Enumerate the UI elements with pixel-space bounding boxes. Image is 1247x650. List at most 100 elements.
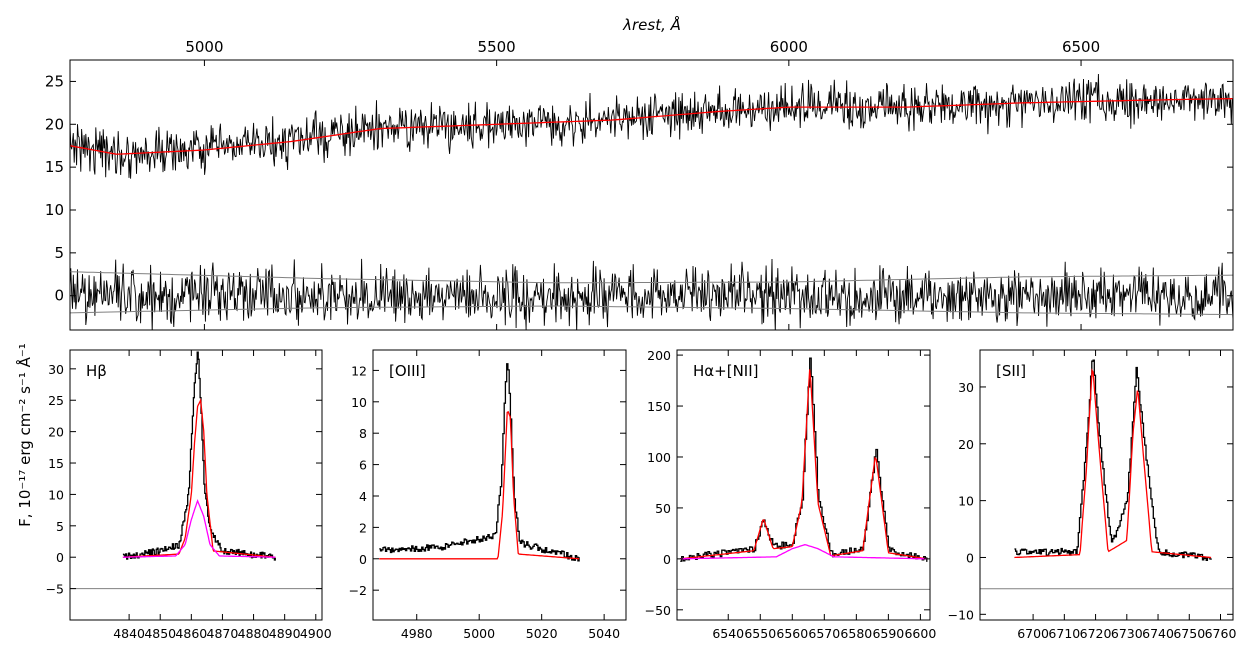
x-tick-label-halpha: 6590 — [872, 626, 904, 641]
y-tick-label-halpha: 0 — [663, 552, 671, 567]
y-tick-label-halpha: 200 — [647, 348, 671, 363]
y-tick-label-sii: 30 — [958, 380, 974, 395]
x-tick-label-oiii: 5040 — [588, 626, 620, 641]
series-full-error-lower — [70, 305, 1233, 316]
x-tick-label-sii: 6760 — [1205, 626, 1237, 641]
x-tick-label-sii: 6740 — [1142, 626, 1174, 641]
y-tick-label-hbeta: 5 — [56, 519, 64, 534]
y-tick-label-hbeta: 30 — [48, 362, 64, 377]
y-tick-label-sii: −10 — [948, 607, 974, 622]
x-tick-label-sii: 6700 — [1017, 626, 1049, 641]
x-tick-label-full: 5500 — [478, 38, 516, 56]
x-tick-label-halpha: 6600 — [904, 626, 936, 641]
y-tick-label-oiii: 10 — [351, 395, 367, 410]
y-tick-label-full: 5 — [54, 244, 64, 262]
plot-area-hbeta — [70, 351, 322, 590]
x-tick-label-oiii: 4980 — [401, 626, 433, 641]
panel-annotation-sii: [SII] — [996, 362, 1026, 380]
y-tick-label-hbeta: 10 — [48, 487, 64, 502]
panel-annotation-hbeta: Hβ — [86, 362, 107, 380]
axes-frame-hbeta — [69, 349, 323, 621]
x-tick-label-sii: 6720 — [1080, 626, 1112, 641]
y-axis-label: F, 10⁻¹⁷ erg cm⁻² s⁻¹ Å⁻¹ — [15, 343, 34, 527]
top-axis-label-text: λrest, Å — [622, 15, 681, 34]
x-tick-label-oiii: 5020 — [526, 626, 558, 641]
x-tick-label-halpha: 6570 — [808, 626, 840, 641]
axes-frame-halpha — [676, 349, 931, 621]
x-tick-label-sii: 6710 — [1048, 626, 1080, 641]
x-tick-label-full: 6000 — [770, 38, 808, 56]
y-tick-label-oiii: −2 — [349, 583, 367, 598]
y-tick-label-full: 0 — [54, 287, 64, 305]
y-tick-label-oiii: 2 — [359, 520, 367, 535]
x-tick-label-full: 6500 — [1062, 38, 1100, 56]
series-full-error-upper — [70, 271, 1233, 284]
series-hbeta-broad-component — [122, 498, 276, 558]
plot-area-halpha — [677, 357, 930, 590]
series-full-observed-spectrum — [70, 73, 1233, 179]
y-tick-label-full: 10 — [45, 201, 64, 219]
series-sii-observed — [1014, 359, 1212, 561]
y-tick-label-sii: 0 — [966, 550, 974, 565]
x-tick-label-hbeta: 4850 — [144, 626, 176, 641]
panel-annotation-halpha: Hα+[NII] — [693, 362, 759, 380]
series-hbeta-total-fit — [122, 397, 276, 558]
y-tick-label-hbeta: 25 — [48, 393, 64, 408]
x-tick-label-halpha: 6550 — [744, 626, 776, 641]
y-tick-label-halpha: −50 — [645, 603, 671, 618]
x-tick-label-hbeta: 4870 — [207, 626, 239, 641]
series-sii-total-fit — [1014, 368, 1212, 559]
series-hbeta-observed — [122, 351, 276, 561]
x-tick-label-hbeta: 4840 — [113, 626, 145, 641]
plot-area-full — [70, 73, 1233, 330]
x-tick-label-sii: 6730 — [1111, 626, 1143, 641]
y-tick-label-oiii: 6 — [359, 458, 367, 473]
x-tick-label-hbeta: 4890 — [269, 626, 301, 641]
x-tick-label-hbeta: 4860 — [175, 626, 207, 641]
y-tick-label-sii: 20 — [958, 437, 974, 452]
axes-frame-oiii — [372, 349, 627, 621]
y-tick-label-oiii: 4 — [359, 489, 367, 504]
y-tick-label-halpha: 150 — [647, 399, 671, 414]
axes-frame-sii — [979, 349, 1234, 621]
series-oiii-observed — [379, 363, 580, 562]
series-full-model-fit — [70, 97, 1233, 155]
y-tick-label-full: 15 — [45, 158, 64, 176]
panel-halpha: 6540 6550 6560 6570 6580 6590 6600 −50 0 50 100 150… — [645, 348, 937, 641]
x-tick-label-halpha: 6580 — [840, 626, 872, 641]
panel-hbeta: 4840 4850 4860 4870 4880 4890 4900 −5 0 5 10 15 20 25… — [46, 349, 332, 641]
x-tick-label-hbeta: 4900 — [300, 626, 332, 641]
plot-area-sii — [980, 359, 1233, 590]
y-tick-label-oiii: 0 — [359, 552, 367, 567]
y-tick-label-halpha: 50 — [655, 501, 671, 516]
x-tick-label-oiii: 5000 — [463, 626, 495, 641]
y-tick-label-hbeta: 20 — [48, 425, 64, 440]
y-tick-label-hbeta: 0 — [56, 550, 64, 565]
y-tick-label-halpha: 100 — [647, 450, 671, 465]
plot-area-oiii — [379, 363, 580, 562]
series-halpha-broad-component — [680, 544, 927, 560]
x-tick-label-halpha: 6540 — [712, 626, 744, 641]
series-halpha-total-fit — [680, 369, 927, 560]
y-tick-label-oiii: 8 — [359, 426, 367, 441]
x-tick-label-hbeta: 4880 — [238, 626, 270, 641]
y-tick-label-oiii: 12 — [351, 363, 367, 378]
x-tick-label-full: 5000 — [185, 38, 223, 56]
series-halpha-observed — [680, 357, 928, 562]
panel-sii: 6700 6710 6720 6730 6740 6750 6760 −10 0 10 20 30 [S… — [948, 349, 1237, 641]
y-axis-label-text: F, 10⁻¹⁷ erg cm⁻² s⁻¹ Å⁻¹ — [15, 343, 34, 527]
top-axis-label: λrest, Å — [622, 15, 681, 34]
y-tick-label-sii: 10 — [958, 494, 974, 509]
y-tick-label-full: 20 — [45, 115, 64, 133]
panel-full: 5000 5500 6000 6500 0 5 10 15 20 25 — [45, 38, 1234, 331]
panel-oiii: 4980 5000 5020 5040 −2 0 2 4 6 8 10 12 [OIII] — [349, 349, 627, 641]
y-tick-label-hbeta: −5 — [46, 582, 64, 597]
y-tick-label-hbeta: 15 — [48, 456, 64, 471]
x-tick-label-sii: 6750 — [1173, 626, 1205, 641]
axes-frame-full — [69, 59, 1234, 331]
series-oiii-total-fit — [379, 410, 580, 560]
series-full-residuals — [70, 258, 1233, 330]
y-tick-label-full: 25 — [45, 72, 64, 90]
